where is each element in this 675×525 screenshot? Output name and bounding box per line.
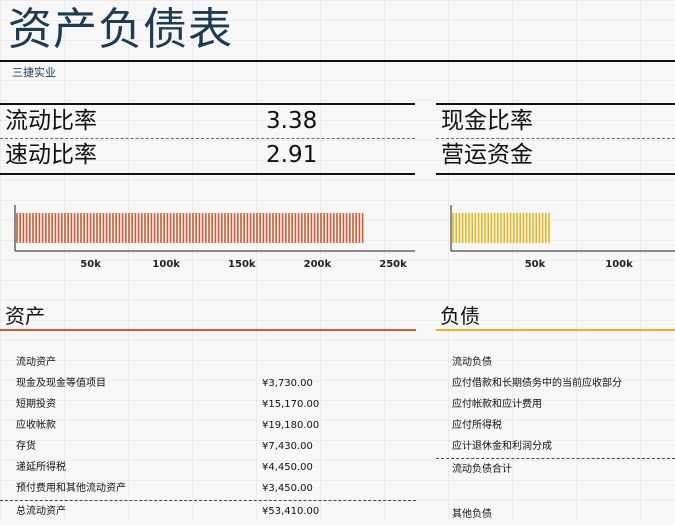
total-liabilities-label: 流动负债合计 [452, 464, 512, 475]
table-row[interactable]: 存货 ¥7,430.00 [0, 436, 416, 457]
table-row[interactable]: 应计退休金和利润分成 [436, 436, 675, 457]
asset-label: 递延所得税 [16, 462, 66, 473]
asset-amount[interactable]: ¥19,180.00 [262, 420, 320, 431]
quick-ratio-label: 速动比率 [5, 142, 97, 168]
liability-label: 应计退休金和利润分成 [452, 441, 552, 452]
asset-label: 应收帐款 [16, 420, 56, 431]
total-assets-label: 总流动资产 [16, 506, 66, 517]
ratio-panel-right: 现金比率 营运资金 [436, 103, 675, 175]
liabilities-list: 流动负债 应付借款和长期债务中的当前应收部分 应付帐款和应计费用 应付所得税 应… [436, 352, 675, 520]
table-row[interactable]: 应付所得税 [436, 415, 675, 436]
assets-list: 流动资产 现金及现金等值项目 ¥3,730.00 短期投资 ¥15,170.00… [0, 352, 416, 520]
x-tick-label: 200k [304, 259, 332, 270]
asset-label: 预付费用和其他流动资产 [16, 483, 126, 494]
x-tick-label: 50k [525, 259, 546, 270]
x-tick-label: 50k [80, 259, 101, 270]
x-tick-label: 100k [152, 259, 180, 270]
table-row[interactable]: 应收帐款 ¥19,180.00 [0, 415, 416, 436]
asset-amount[interactable]: ¥3,730.00 [262, 378, 313, 389]
current-ratio-value[interactable]: 3.38 [266, 108, 318, 134]
ratio-row: 现金比率 [436, 105, 675, 139]
working-capital-label: 营运资金 [441, 142, 533, 168]
x-tick-label: 150k [228, 259, 256, 270]
assets-section-title: 资产 [5, 304, 45, 328]
total-row[interactable]: 总流动资产 ¥53,410.00 [0, 500, 416, 522]
table-row[interactable]: 预付费用和其他流动资产 ¥3,450.00 [0, 478, 416, 499]
current-ratio-label: 流动比率 [5, 108, 97, 134]
ratio-panel-left: 流动比率 3.38 速动比率 2.91 [0, 103, 415, 175]
asset-label: 存货 [16, 441, 36, 452]
cash-ratio-label: 现金比率 [441, 108, 533, 134]
ratio-row: 速动比率 2.91 [0, 139, 415, 172]
quick-ratio-value[interactable]: 2.91 [266, 142, 318, 168]
table-row[interactable]: 应付帐款和应计费用 [436, 394, 675, 415]
total-row[interactable]: 流动负债合计 [436, 458, 675, 480]
bar [16, 213, 364, 243]
company-name: 三捷实业 [12, 66, 56, 79]
liability-label: 应付帐款和应计费用 [452, 399, 542, 410]
ratio-row: 营运资金 [436, 139, 675, 172]
title-divider [0, 60, 675, 62]
ratio-row: 流动比率 3.38 [0, 105, 415, 139]
asset-amount[interactable]: ¥4,450.00 [262, 462, 313, 473]
table-row[interactable]: 短期投资 ¥15,170.00 [0, 394, 416, 415]
assets-section-divider [0, 329, 416, 331]
liabilities-section-title: 负债 [440, 304, 480, 328]
asset-label: 短期投资 [16, 399, 56, 410]
x-tick-label: 100k [605, 259, 633, 270]
bar [452, 213, 550, 243]
other-liabilities-heading: 其他负债 [452, 509, 492, 520]
table-row[interactable]: 应付借款和长期债务中的当前应收部分 [436, 373, 675, 394]
asset-amount[interactable]: ¥15,170.00 [262, 399, 320, 410]
current-assets-heading: 流动资产 [16, 357, 56, 368]
current-liabilities-heading: 流动负债 [452, 357, 492, 368]
page-title: 资产负债表 [8, 4, 233, 55]
table-row[interactable]: 递延所得税 ¥4,450.00 [0, 457, 416, 478]
x-tick-label: 250k [379, 259, 407, 270]
table-row[interactable]: 现金及现金等值项目 ¥3,730.00 [0, 373, 416, 394]
liability-label: 应付所得税 [452, 420, 502, 431]
list-item: 流动资产 [0, 352, 416, 373]
liability-label: 应付借款和长期债务中的当前应收部分 [452, 378, 622, 389]
liabilities-section-divider [436, 329, 675, 331]
assets-bar-chart: 50k 100k 150k 200k 250k [0, 195, 415, 280]
assets-chart-svg: 50k 100k 150k 200k 250k [14, 205, 415, 270]
asset-label: 现金及现金等值项目 [16, 378, 106, 389]
asset-amount[interactable]: ¥3,450.00 [262, 483, 313, 494]
asset-amount[interactable]: ¥7,430.00 [262, 441, 313, 452]
list-item: 流动负债 [436, 352, 675, 373]
total-assets-amount[interactable]: ¥53,410.00 [262, 506, 320, 517]
list-item: 其他负债 [436, 504, 675, 525]
